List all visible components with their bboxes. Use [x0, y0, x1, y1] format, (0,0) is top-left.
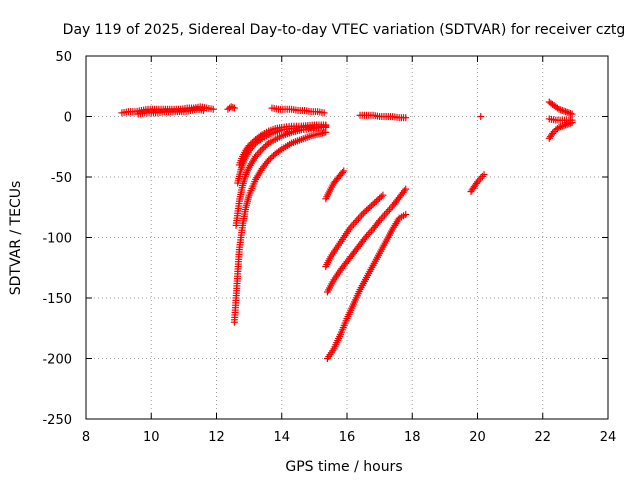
data-series [118, 98, 576, 362]
data-point [199, 106, 207, 114]
series-arc-1530-upper [322, 191, 387, 271]
y-tick-label: -100 [42, 232, 72, 247]
series-arc-2230-spray [545, 98, 576, 118]
series-arc-2230-rise [545, 119, 576, 142]
data-point [209, 105, 217, 113]
data-point [402, 211, 410, 219]
series-arc-1350-flat [268, 104, 328, 117]
data-point [558, 122, 566, 130]
data-point [558, 106, 566, 114]
data-point [258, 145, 266, 153]
data-point [379, 191, 387, 199]
data-point [565, 109, 573, 117]
y-axis-label: SDTVAR / TECUs [8, 181, 24, 296]
series-arc-morning-flat-2 [134, 105, 207, 118]
series-arc-recovery-top [235, 121, 330, 169]
y-tick-label: -50 [51, 171, 72, 186]
data-point [562, 108, 570, 116]
data-point [227, 103, 235, 111]
y-tick-label: -150 [42, 292, 72, 307]
data-point [555, 105, 563, 113]
y-tick-label: -250 [42, 413, 72, 428]
y-tick-label: -200 [42, 353, 72, 368]
chart-title: Day 119 of 2025, Sidereal Day-to-day VTE… [63, 22, 626, 38]
series-arc-1530-middle [323, 185, 410, 296]
data-point [322, 121, 330, 129]
data-point [480, 171, 488, 179]
data-point [402, 114, 410, 122]
data-point [562, 121, 570, 129]
series-arc-short-1230 [224, 103, 238, 113]
x-tick-label: 8 [82, 430, 90, 445]
data-point [245, 142, 253, 150]
series-arc-recovery-deep [230, 128, 330, 326]
x-tick-label: 20 [469, 430, 486, 445]
x-tick-label: 18 [404, 430, 421, 445]
x-axis-label: GPS time / hours [285, 459, 402, 475]
series-arc-1530-short [322, 167, 348, 203]
x-tick-label: 12 [208, 430, 225, 445]
data-point [568, 110, 576, 118]
data-point [402, 185, 410, 193]
x-tick-label: 24 [600, 430, 617, 445]
y-tick-label: 50 [55, 50, 72, 65]
axis-ticks: 8 10 12 14 16 18 20 22 24 -250 -200 -150 -100 -50 0 50 [42, 50, 616, 445]
series-arc-1630-flat [356, 111, 410, 122]
data-point [340, 167, 348, 175]
data-point [568, 119, 576, 127]
series-arc-morning-flat [118, 103, 217, 117]
data-point [359, 209, 367, 217]
data-point [366, 203, 374, 211]
data-point [477, 113, 485, 120]
data-point [320, 109, 328, 117]
x-tick-label: 14 [273, 430, 290, 445]
data-point [265, 156, 273, 164]
data-point [230, 104, 238, 112]
series-arc-20-point [477, 113, 485, 120]
data-point [372, 197, 380, 205]
x-tick-label: 10 [143, 430, 160, 445]
data-point [555, 123, 563, 131]
series-arc-20-short [467, 171, 488, 196]
data-point [565, 120, 573, 128]
x-tick-label: 22 [534, 430, 551, 445]
series-arc-1530-lower [323, 211, 410, 362]
x-tick-label: 16 [339, 430, 356, 445]
y-tick-label: 0 [64, 111, 72, 126]
